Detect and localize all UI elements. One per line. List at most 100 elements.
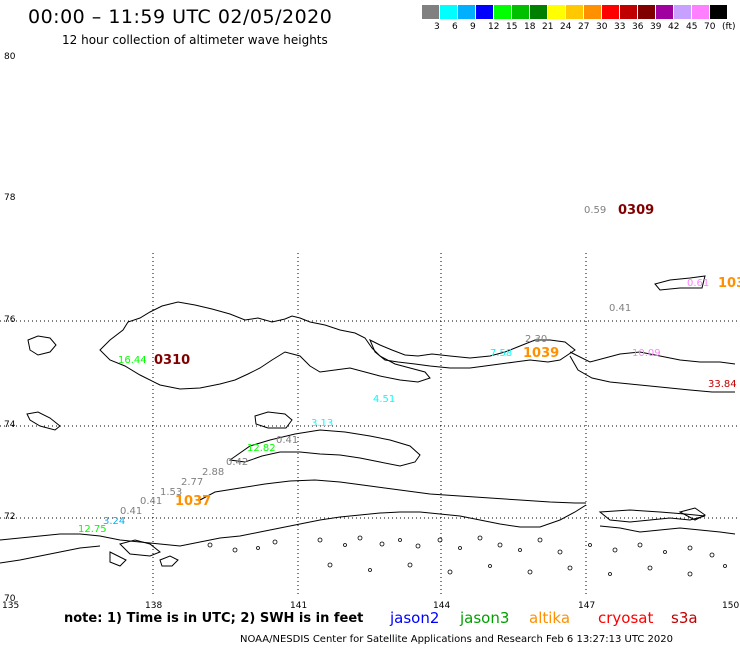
pass-time-label: 1037 xyxy=(175,494,212,509)
wave-height-label: 0.59 xyxy=(584,205,607,216)
lake xyxy=(557,549,563,555)
lake xyxy=(537,537,543,543)
scale-label: 33 xyxy=(614,22,626,32)
pass-time-label: 0310 xyxy=(154,353,191,368)
lake xyxy=(256,546,260,550)
lat-label-76: 76 xyxy=(4,315,16,325)
scale-label: 6 xyxy=(452,22,458,32)
lon-label-147: 147 xyxy=(578,601,596,611)
scale-swatch xyxy=(476,5,493,19)
lat-label-78: 78 xyxy=(4,193,16,203)
lake xyxy=(477,535,483,541)
footer-note: note: 1) Time is in UTC; 2) SWH is in fe… xyxy=(64,611,364,626)
lake xyxy=(398,538,402,542)
islet-far-west xyxy=(26,411,61,431)
coast-lake-1 xyxy=(119,539,161,557)
scale-swatch xyxy=(494,5,511,19)
wave-height-label: 0.41 xyxy=(140,496,163,507)
wave-height-label: 12.82 xyxy=(247,443,276,454)
lake xyxy=(497,542,503,548)
new-siberian-islands xyxy=(99,301,431,390)
scale-swatch xyxy=(602,5,619,19)
lake xyxy=(407,562,413,568)
lake xyxy=(527,569,533,575)
legend-s3a: s3a xyxy=(671,609,698,627)
lake xyxy=(663,550,667,554)
lakes xyxy=(207,535,727,577)
small-isle-1 xyxy=(254,411,293,429)
lake xyxy=(317,537,323,543)
scale-label: 12 xyxy=(488,22,500,32)
wave-height-label: 16.44 xyxy=(118,355,147,366)
coast-lake-2 xyxy=(109,551,127,567)
wave-height-label: 7.58 xyxy=(490,348,513,359)
lat-label-72: 72 xyxy=(4,512,16,522)
lake xyxy=(647,565,653,571)
scale-label: 39 xyxy=(650,22,662,32)
mainland-north-coast xyxy=(569,351,736,365)
scale-unit: (ft) xyxy=(722,22,736,32)
pass-time-label: 103 xyxy=(718,276,740,291)
scale-label: 70 xyxy=(704,22,716,32)
lat-label-80: 80 xyxy=(4,52,16,62)
scale-swatch xyxy=(674,5,691,19)
wave-height-label: 1.53 xyxy=(160,487,183,498)
lat-label-70: 70 xyxy=(4,594,16,604)
scale-swatch xyxy=(710,5,727,19)
coast-east-bay-2 xyxy=(678,507,706,521)
wave-height-label: 0.42 xyxy=(226,457,249,468)
scale-label: 30 xyxy=(596,22,608,32)
lake xyxy=(637,542,643,548)
wave-height-label: 0.41 xyxy=(276,435,299,446)
wave-height-label: 2.30 xyxy=(525,334,548,345)
wave-height-label: 4.51 xyxy=(373,394,396,405)
wave-height-label: 0.41 xyxy=(120,506,143,517)
pass-time-label: 0309 xyxy=(618,203,655,218)
scale-swatch xyxy=(656,5,673,19)
legend-jason2: jason2 xyxy=(390,609,440,627)
lake xyxy=(272,539,278,545)
wave-height-label: 0.41 xyxy=(609,303,632,314)
kotelny-east xyxy=(369,338,576,369)
bennett-island xyxy=(654,275,706,291)
wave-height-label: 3.13 xyxy=(311,418,334,429)
wave-height-label: 10.09 xyxy=(632,348,661,359)
scale-label: 42 xyxy=(668,22,680,32)
lake xyxy=(343,543,347,547)
mainland-south-coast xyxy=(0,504,587,547)
lat-label-74: 74 xyxy=(4,420,16,430)
lake xyxy=(357,535,363,541)
scale-swatch xyxy=(440,5,457,19)
wave-height-label: 2.77 xyxy=(181,477,204,488)
lake xyxy=(518,548,522,552)
lon-label-135: 135 xyxy=(2,601,20,611)
coast-lake-3 xyxy=(159,555,179,567)
scale-swatch xyxy=(458,5,475,19)
scale-swatch xyxy=(530,5,547,19)
legend-altika: altika xyxy=(529,609,571,627)
wave-height-label: 12.75 xyxy=(78,524,107,535)
lake xyxy=(447,569,453,575)
lake xyxy=(567,565,573,571)
scale-label: 45 xyxy=(686,22,698,32)
mainland-east-coast xyxy=(569,355,735,393)
scale-label: 36 xyxy=(632,22,644,32)
lake xyxy=(415,543,421,549)
lake xyxy=(458,546,462,550)
coastlines xyxy=(0,275,736,567)
lena-mainland-coast xyxy=(199,479,586,504)
lake xyxy=(327,562,333,568)
lake xyxy=(588,543,592,547)
lake xyxy=(488,564,492,568)
wave-height-label: 3.24 xyxy=(103,516,126,527)
scale-label: 9 xyxy=(470,22,476,32)
page-subtitle: 12 hour collection of altimeter wave hei… xyxy=(62,33,328,47)
coast-east-2 xyxy=(599,525,736,535)
scale-label: 18 xyxy=(524,22,536,32)
lake xyxy=(379,541,385,547)
scale-label: 24 xyxy=(560,22,572,32)
scale-swatch xyxy=(548,5,565,19)
legend-cryosat: cryosat xyxy=(598,609,654,627)
wave-height-label: 0.61 xyxy=(687,278,710,289)
